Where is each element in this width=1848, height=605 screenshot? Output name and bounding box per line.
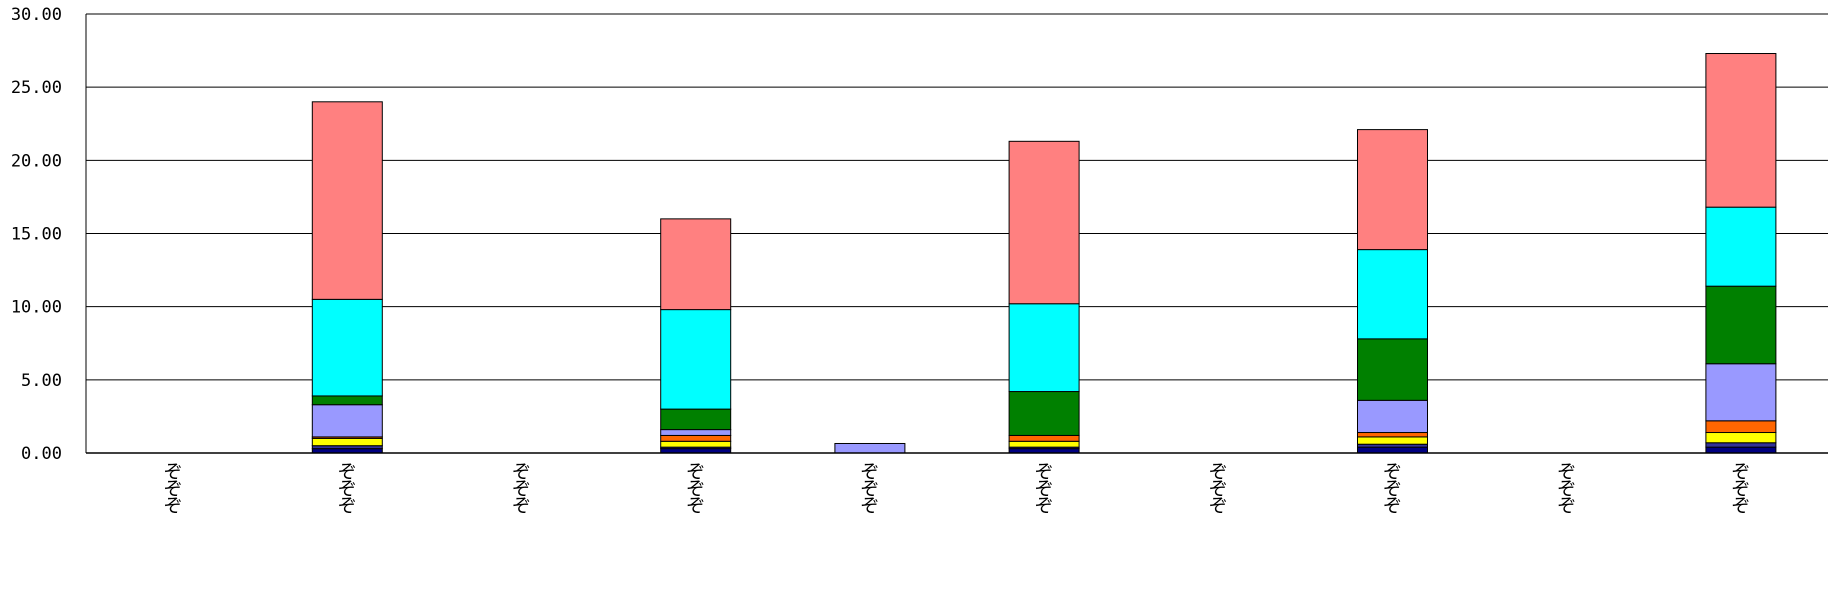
bar-segment (1705, 420, 1777, 434)
bar-segment (1008, 303, 1080, 393)
bar-segment (1357, 338, 1428, 401)
bar-segment (1705, 432, 1777, 444)
y-tick-label: 0.00 (21, 444, 62, 464)
y-tick-label: 30.00 (11, 5, 62, 25)
y-tick-label: 10.00 (11, 298, 62, 318)
bar-segment (311, 395, 383, 406)
category-labels: ぞぞぞ ぞぞぞ ぞぞぞ ぞぞぞ ぞぞぞ ぞぞぞ ぞぞぞ ぞぞぞ ぞぞぞ ぞぞぞ (164, 461, 1751, 517)
bar-segment (1008, 434, 1080, 442)
category-label: ぞぞぞ (1557, 461, 1576, 517)
category-label: ぞぞぞ (164, 461, 183, 517)
bar-segment (1357, 249, 1428, 340)
bar-segment (834, 442, 906, 454)
bar-segment (1705, 442, 1777, 448)
bar-segment (1705, 53, 1777, 208)
category-label: ぞぞぞ (512, 461, 531, 517)
bar-segment (1705, 446, 1777, 454)
y-tick-label: 25.00 (11, 78, 62, 98)
bar-segment (1357, 436, 1428, 445)
category-label: ぞぞぞ (686, 461, 705, 517)
bar-segment (1357, 129, 1428, 251)
bar-segment (1008, 440, 1080, 448)
bar-segment (660, 408, 732, 431)
bar-segment (1357, 432, 1428, 438)
bar-segment (660, 434, 732, 442)
y-tick-label: 5.00 (21, 371, 62, 391)
bar-segment (311, 437, 383, 447)
bar-segment (311, 404, 383, 438)
bar-segment (311, 298, 383, 397)
bar-segment (1705, 206, 1777, 287)
y-axis-tick-labels: 0.00 5.00 10.00 15.00 20.00 25.00 30.00 (11, 5, 62, 464)
category-label: ぞぞぞ (338, 461, 357, 517)
category-label: ぞぞぞ (1383, 461, 1402, 517)
bar-segment (660, 429, 732, 436)
bar-segment (660, 440, 732, 448)
category-label: ぞぞぞ (1731, 461, 1750, 517)
bar-segment (1705, 363, 1777, 422)
y-tick-label: 20.00 (11, 151, 62, 171)
bar-segment (1357, 399, 1428, 434)
bar-segment (311, 101, 383, 300)
category-label: ぞぞぞ (1209, 461, 1228, 517)
bar-segment (660, 309, 732, 410)
bar-segment (1705, 285, 1777, 365)
bars (311, 53, 1777, 454)
axes (85, 14, 1828, 454)
bar-segment (1008, 140, 1080, 305)
bar-segment (1008, 391, 1080, 436)
bar-segment (1357, 446, 1428, 454)
category-label: ぞぞぞ (1035, 461, 1054, 517)
category-label: ぞぞぞ (860, 461, 879, 517)
bar-segment (660, 218, 732, 311)
y-tick-label: 15.00 (11, 225, 62, 245)
